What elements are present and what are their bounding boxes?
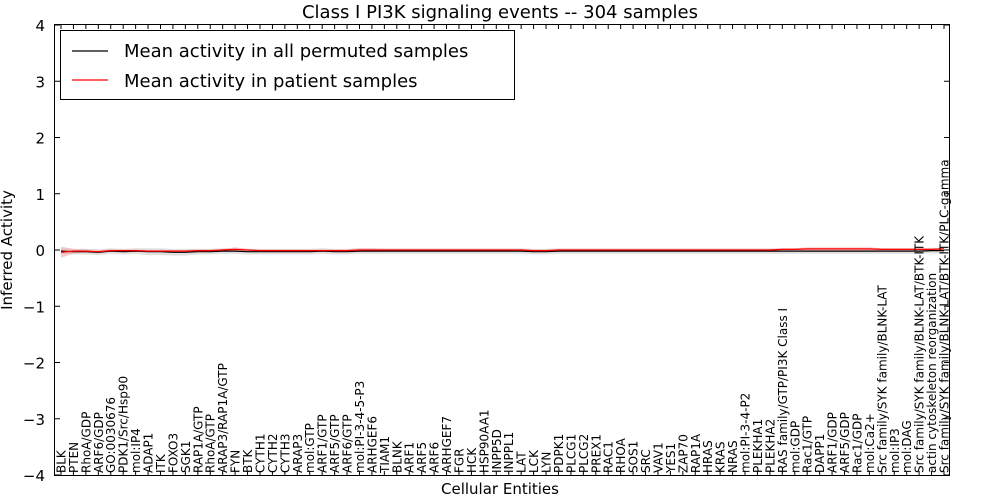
x-tick-label: RAC1 <box>602 441 616 473</box>
x-tick-label: ADAP1 <box>142 433 156 473</box>
legend-label-permuted: Mean activity in all permuted samples <box>124 41 468 62</box>
y-tick-label: −1 <box>23 298 45 316</box>
x-tick-label: FOXO3 <box>166 433 180 473</box>
x-tick-label: ARF5 <box>415 442 429 473</box>
y-tick-label: −3 <box>23 411 45 429</box>
x-tick-label: RhoA/GTP <box>204 414 218 473</box>
x-tick-label: ARF6/GTP <box>341 414 355 473</box>
x-tick-label: RHOA <box>614 437 628 473</box>
x-tick-label: NRAS <box>726 440 740 473</box>
x-tick-label: mol:PI-3-4-P2 <box>739 393 753 473</box>
y-tick-label: 3 <box>35 73 45 91</box>
x-tick-label: ITK <box>154 453 168 473</box>
x-tick-label: ARHGEF6 <box>365 416 379 473</box>
x-tick-label: mol:IP3 <box>888 428 902 473</box>
x-tick-label: DAPP1 <box>813 434 827 473</box>
legend-box <box>60 30 515 100</box>
legend-label-patient: Mean activity in patient samples <box>124 71 418 92</box>
x-tick-label: LCK <box>527 449 541 473</box>
x-tick-label: RAP1A <box>689 433 703 473</box>
x-axis-label: Cellular Entities <box>441 480 559 498</box>
x-tick-label: FGR <box>453 448 467 473</box>
x-tick-label: CYTH2 <box>266 434 280 474</box>
x-tick-label: ARF1/GTP <box>316 414 330 473</box>
x-tick-label: BLK <box>55 449 69 473</box>
x-tick-label: mol:IP4 <box>129 428 143 473</box>
y-tick-label: −2 <box>23 355 45 373</box>
x-tick-label: RAP1A/GTP <box>191 406 205 473</box>
x-tick-label: FYN <box>229 450 243 473</box>
x-tick-label: LAT <box>515 451 529 473</box>
x-tick-label: actin cytoskeleton reorganization <box>925 273 939 473</box>
x-tick-label: HCK <box>465 447 479 473</box>
y-tick-label: 2 <box>35 130 45 148</box>
x-tick-label: ARF5/GTP <box>328 414 342 473</box>
series-lines <box>60 248 945 253</box>
x-tick-label: PTEN <box>67 442 81 473</box>
x-tick-label: ZAP70 <box>676 434 690 473</box>
x-tick-label: BTK <box>241 448 255 473</box>
y-axis-label: Inferred Activity <box>0 190 16 310</box>
x-tick-label: YES1 <box>664 443 678 474</box>
x-tick-label: PLCG1 <box>564 434 578 473</box>
x-tick-label: HSP90AA1 <box>477 409 491 473</box>
x-tick-label: INPP5D <box>490 429 504 473</box>
x-tick-label: CYTH3 <box>278 434 292 474</box>
chart-title: Class I PI3K signaling events -- 304 sam… <box>302 2 698 23</box>
x-tick-label: HRAS <box>701 440 715 473</box>
x-tick-label: SRC <box>639 449 653 473</box>
x-tick-label: PREX1 <box>589 434 603 473</box>
x-tick-label: mol:DAG <box>900 420 914 473</box>
x-tick-label: mol:Ca2+ <box>863 413 877 473</box>
x-tick-label: RhoA/GDP <box>79 412 93 473</box>
x-tick-label: mol:GTP <box>303 423 317 473</box>
x-tick-labels: BLKPTENRhoA/GDPARF6/GDPGO:0030676PDK1/Sr… <box>55 159 952 474</box>
x-tick-label: VAV1 <box>652 442 666 473</box>
x-tick-label: ARAP3 <box>291 434 305 473</box>
y-tick-labels: −4 −3 −2 −1 0 1 2 3 4 <box>23 17 45 485</box>
x-tick-label: INPPL1 <box>502 432 516 473</box>
x-tick-label: ARHGEF7 <box>440 416 454 473</box>
y-tick-label: 1 <box>35 186 45 204</box>
x-tick-label: ARAP3/RAP1A/GTP <box>216 363 230 473</box>
x-tick-label: PLCG2 <box>577 434 591 473</box>
x-tick-label: ARF5/GDP <box>838 412 852 473</box>
axis-ticks <box>55 24 949 476</box>
plot-frame <box>54 24 950 476</box>
line-series-0 <box>60 250 944 253</box>
x-tick-label: PLEKHA2 <box>763 419 777 473</box>
x-tick-label: PDK1/Src/Hsp90 <box>117 376 131 473</box>
x-tick-label: Src family/SYK family/BLNK-LAT <box>875 284 889 473</box>
x-tick-label: ARF6/GDP <box>92 412 106 473</box>
line-series-1 <box>60 248 945 253</box>
x-tick-label: Src family/SYK family/BLNK-LAT/BTK-ITK/P… <box>938 159 952 473</box>
x-tick-label: LYN <box>540 452 554 473</box>
x-tick-label: CYTH1 <box>254 434 268 474</box>
x-tick-label: GO:0030676 <box>104 397 118 473</box>
x-tick-label: ARF1/GDP <box>826 412 840 473</box>
x-tick-label: Src family/SYK family/BLNK-LAT/BTK-ITK <box>913 235 927 473</box>
legend: Mean activity in all permuted samples Me… <box>60 30 515 100</box>
x-tick-label: Rac1/GTP <box>801 416 815 473</box>
y-tick-label: 4 <box>35 17 45 35</box>
x-tick-label: SOS1 <box>627 441 641 473</box>
x-tick-label: KRAS <box>714 441 728 473</box>
x-tick-label: RAS family/GTP/PI3K Class I <box>776 308 790 473</box>
x-tick-label: Rac1/GDP <box>850 414 864 473</box>
x-tick-label: ARF6 <box>428 442 442 473</box>
x-tick-label: PLEKHA1 <box>751 419 765 473</box>
x-tick-label: BLNK <box>390 440 404 473</box>
y-tick-label: 0 <box>35 242 45 260</box>
y-tick-label: −4 <box>23 467 45 485</box>
x-tick-label: PDPK1 <box>552 434 566 473</box>
x-tick-label: mol:PI-3-4-5-P3 <box>353 381 367 473</box>
x-tick-label: SGK1 <box>179 441 193 473</box>
x-tick-label: ARF1 <box>403 442 417 473</box>
x-tick-label: TIAM1 <box>378 436 392 474</box>
x-tick-label: mol:GDP <box>788 421 802 473</box>
